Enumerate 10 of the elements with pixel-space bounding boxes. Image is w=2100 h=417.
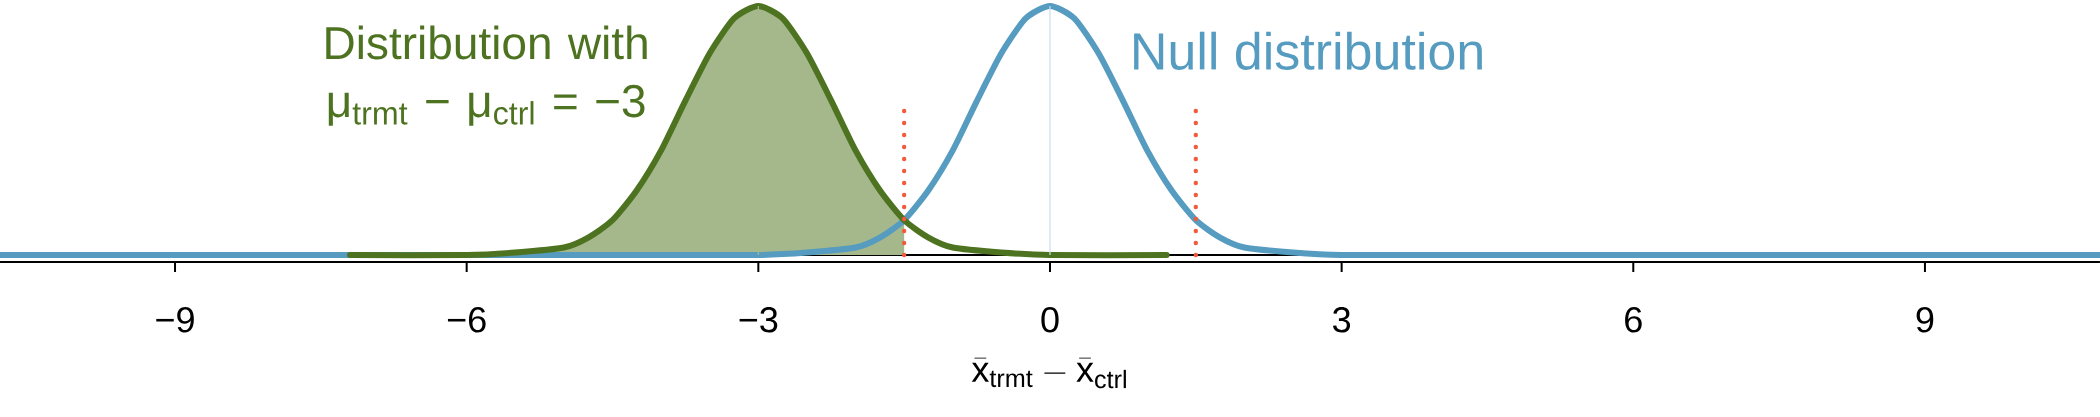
x-tick-label: −3 — [739, 307, 778, 333]
series-label: Null distribution — [1134, 31, 1482, 70]
series-label: Distribution with μ$_{trmt}$ − μ$_{ctrl}$ = −3 — [326, 25, 647, 126]
x-tick-label: −9 — [156, 307, 194, 333]
x-tick-label: 6 — [1625, 307, 1642, 333]
x-axis-title: $\bar{\mathrm{x}}_{\mathrm{trmt}}-\bar{\mathrm{x}}_{\mathrm{ctrl}}$ — [971, 357, 1126, 389]
x-tick-label: −6 — [447, 307, 486, 333]
x-tick-label: 9 — [1916, 307, 1934, 333]
x-tick-label: 0 — [1041, 307, 1059, 333]
x-tick-label: 3 — [1333, 307, 1351, 333]
